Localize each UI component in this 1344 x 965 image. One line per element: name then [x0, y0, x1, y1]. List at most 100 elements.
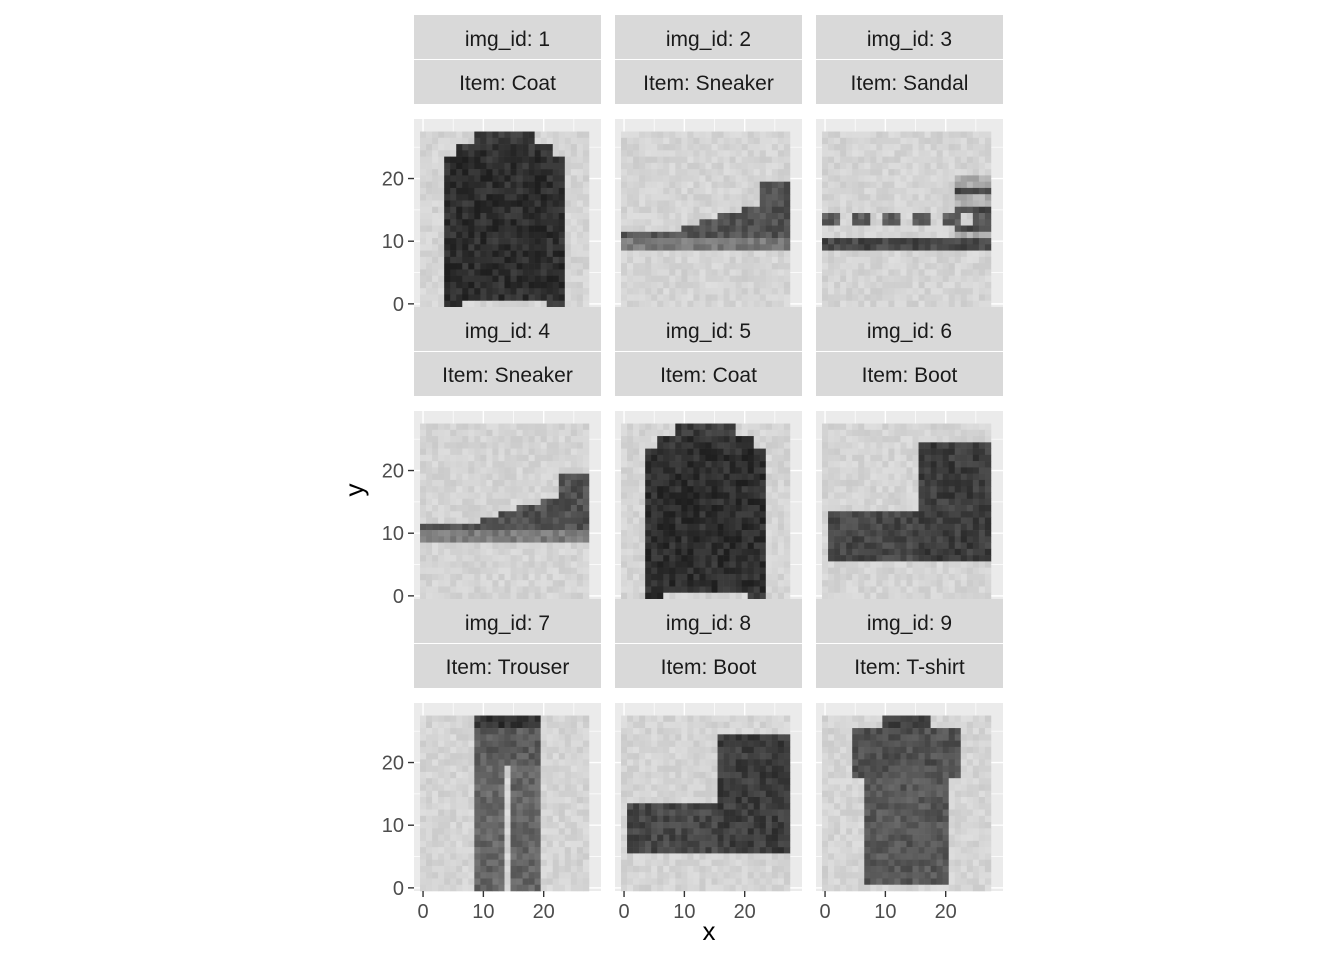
image-pixel — [420, 536, 426, 543]
image-pixel — [961, 263, 967, 270]
image-pixel — [504, 486, 510, 493]
image-pixel — [517, 580, 523, 587]
image-pixel — [462, 747, 468, 754]
image-pixel — [577, 163, 583, 170]
image-pixel — [693, 586, 699, 593]
strip-item-label: Item: Sneaker — [442, 364, 573, 387]
image-pixel — [760, 486, 766, 493]
image-pixel — [529, 207, 535, 214]
image-pixel — [529, 301, 535, 308]
image-pixel — [828, 555, 834, 562]
image-pixel — [511, 505, 517, 512]
image-pixel — [480, 449, 486, 456]
image-pixel — [492, 568, 498, 575]
image-pixel — [858, 150, 864, 157]
strip-item-label: Item: Trouser — [446, 656, 570, 679]
image-pixel — [937, 288, 943, 295]
image-pixel — [486, 157, 492, 164]
image-pixel — [852, 144, 858, 151]
image-pixel — [645, 226, 651, 233]
image-pixel — [718, 132, 724, 139]
image-pixel — [529, 182, 535, 189]
image-pixel — [937, 276, 943, 283]
image-pixel — [559, 157, 565, 164]
image-pixel — [669, 269, 675, 276]
image-pixel — [772, 232, 778, 239]
image-pixel — [724, 549, 730, 556]
image-pixel — [828, 257, 834, 264]
image-pixel — [498, 492, 504, 499]
image-pixel — [645, 561, 651, 568]
image-pixel — [511, 728, 517, 735]
image-pixel — [852, 449, 858, 456]
image-pixel — [754, 486, 760, 493]
image-pixel — [426, 257, 432, 264]
image-pixel — [426, 436, 432, 443]
image-pixel — [420, 257, 426, 264]
image-pixel — [840, 424, 846, 431]
image-pixel — [967, 455, 973, 462]
image-pixel — [973, 442, 979, 449]
image-pixel — [784, 232, 790, 239]
image-pixel — [693, 207, 699, 214]
image-pixel — [754, 586, 760, 593]
image-pixel — [864, 213, 870, 220]
image-pixel — [675, 269, 681, 276]
image-pixel — [900, 182, 906, 189]
image-pixel — [633, 301, 639, 308]
image-pixel — [699, 486, 705, 493]
image-pixel — [742, 213, 748, 220]
image-pixel — [754, 282, 760, 289]
image-pixel — [772, 455, 778, 462]
image-pixel — [541, 716, 547, 723]
image-pixel — [565, 294, 571, 301]
image-pixel — [699, 244, 705, 251]
image-pixel — [888, 505, 894, 512]
image-pixel — [718, 593, 724, 600]
image-pixel — [852, 138, 858, 145]
image-pixel — [621, 282, 627, 289]
image-pixel — [876, 269, 882, 276]
image-pixel — [925, 436, 931, 443]
image-pixel — [943, 574, 949, 581]
image-pixel — [693, 182, 699, 189]
image-pixel — [870, 282, 876, 289]
image-pixel — [474, 722, 480, 729]
image-pixel — [919, 455, 925, 462]
image-pixel — [760, 226, 766, 233]
image-pixel — [754, 524, 760, 531]
image-pixel — [943, 442, 949, 449]
image-pixel — [480, 257, 486, 264]
image-pixel — [822, 461, 828, 468]
image-pixel — [675, 288, 681, 295]
image-pixel — [681, 238, 687, 245]
image-pixel — [621, 207, 627, 214]
image-pixel — [828, 132, 834, 139]
image-pixel — [517, 593, 523, 600]
image-pixel — [498, 163, 504, 170]
image-pixel — [450, 188, 456, 195]
image-pixel — [432, 294, 438, 301]
image-pixel — [577, 226, 583, 233]
image-pixel — [669, 263, 675, 270]
image-pixel — [894, 213, 900, 220]
image-pixel — [967, 288, 973, 295]
image-pixel — [432, 232, 438, 239]
image-pixel — [432, 288, 438, 295]
image-pixel — [979, 549, 985, 556]
image-pixel — [882, 194, 888, 201]
image-pixel — [822, 244, 828, 251]
image-pixel — [888, 257, 894, 264]
image-pixel — [535, 461, 541, 468]
image-pixel — [712, 449, 718, 456]
image-pixel — [876, 442, 882, 449]
image-pixel — [754, 276, 760, 283]
image-pixel — [450, 430, 456, 437]
image-pixel — [931, 282, 937, 289]
image-pixel — [955, 449, 961, 456]
image-pixel — [444, 486, 450, 493]
image-pixel — [822, 219, 828, 226]
image-pixel — [462, 505, 468, 512]
image-pixel — [870, 182, 876, 189]
image-pixel — [730, 288, 736, 295]
